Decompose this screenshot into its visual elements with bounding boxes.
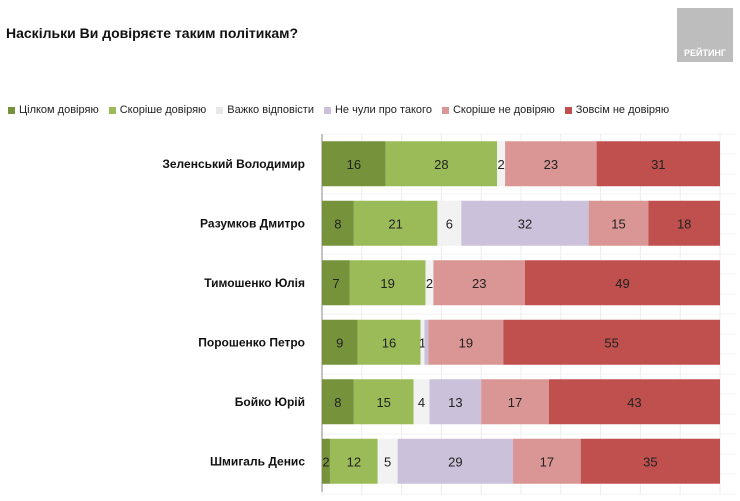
- data-label: 17: [540, 454, 554, 469]
- bar-segment: [424, 319, 429, 365]
- bar-segment: [580, 438, 720, 484]
- bar-segment: [420, 319, 425, 365]
- legend-label: Зовсім не довіряю: [575, 104, 670, 116]
- data-label: 13: [448, 395, 462, 410]
- category-label: Порошенко Петро: [198, 335, 305, 349]
- legend: Цілком довіряю Скоріше довіряю Важко відпо…: [8, 104, 669, 116]
- bar-segment: [425, 260, 434, 306]
- data-label: 29: [448, 454, 462, 469]
- bar-segment: [481, 379, 549, 425]
- data-label: 4: [418, 395, 425, 410]
- legend-item: Зовсім не довіряю: [564, 104, 670, 116]
- data-label: 21: [388, 216, 402, 231]
- bar-segment: [322, 141, 386, 187]
- data-label: 35: [643, 454, 657, 469]
- legend-item: Не чули про такого: [323, 104, 432, 116]
- data-label: 2: [426, 276, 433, 291]
- logo-text: РЕЙТИНГ: [683, 48, 727, 58]
- bar-segment: [513, 438, 581, 484]
- data-label: 5: [384, 454, 391, 469]
- bar-segment: [548, 379, 720, 425]
- category-label: Зеленський Володимир: [162, 157, 305, 171]
- legend-label: Цілком довіряю: [19, 104, 99, 116]
- bar-segment: [329, 438, 378, 484]
- legend-label: Скоріше не довіряю: [452, 104, 555, 116]
- legend-swatch: [8, 106, 15, 114]
- data-label: 6: [446, 216, 453, 231]
- legend-item: Скоріше довіряю: [108, 104, 207, 116]
- data-label: 1: [419, 335, 426, 350]
- data-label: 23: [544, 157, 558, 172]
- chart-title: Наскільки Ви довіряєте таким політикам?: [6, 25, 299, 41]
- category-label: Шмигаль Денис: [210, 454, 305, 468]
- category-label: Тимошенко Юлія: [204, 276, 305, 290]
- data-label: 16: [347, 157, 361, 172]
- category-label: Разумков Дмитро: [200, 216, 305, 230]
- data-label: 43: [627, 395, 641, 410]
- data-label: 18: [677, 216, 691, 231]
- bar-segment: [497, 141, 506, 187]
- data-label: 32: [518, 216, 532, 231]
- bar-segment: [524, 260, 720, 306]
- bar-segment: [505, 141, 597, 187]
- legend-label: Не чули про такого: [334, 104, 432, 116]
- bar-segment: [503, 319, 720, 365]
- bar-segment: [397, 438, 514, 484]
- data-label: 31: [651, 157, 665, 172]
- legend-label: Важко відповісти: [227, 104, 314, 116]
- category-label: Бойко Юрій: [235, 395, 305, 409]
- legend-swatch: [441, 106, 449, 114]
- bar-segment: [377, 438, 398, 484]
- bar-segment: [349, 260, 426, 306]
- bar-segment: [322, 438, 330, 484]
- data-label: 19: [380, 276, 394, 291]
- data-label: 55: [604, 335, 618, 350]
- data-label: 2: [322, 454, 329, 469]
- legend-swatch: [323, 106, 331, 114]
- data-label: 9: [336, 335, 343, 350]
- bar-segment: [461, 200, 589, 246]
- legend-item: Скоріше не довіряю: [441, 104, 555, 116]
- data-label: 19: [459, 335, 473, 350]
- data-label: 16: [382, 335, 396, 350]
- bar-segment: [357, 319, 421, 365]
- legend-item: Важко відповісти: [216, 104, 314, 116]
- data-label: 8: [334, 216, 341, 231]
- data-label: 15: [376, 395, 390, 410]
- data-label: 28: [434, 157, 448, 172]
- bar-segment: [428, 319, 504, 365]
- legend-swatch: [216, 106, 224, 114]
- bar-segment: [353, 379, 414, 425]
- data-label: 17: [508, 395, 522, 410]
- data-label: 49: [615, 276, 629, 291]
- data-label: 7: [332, 276, 339, 291]
- bar-segment: [429, 379, 482, 425]
- data-label: 2: [497, 157, 504, 172]
- bar-segment: [322, 379, 354, 425]
- bar-segment: [385, 141, 498, 187]
- bar-segment: [437, 200, 462, 246]
- rating-logo: РЕЙТИНГ: [677, 8, 733, 62]
- bar-segment: [588, 200, 649, 246]
- bar-segment: [322, 260, 350, 306]
- legend-label: Скоріше довіряю: [119, 104, 207, 116]
- legend-swatch: [564, 106, 572, 114]
- legend-item: Цілком довіряю: [8, 104, 99, 116]
- data-label: 8: [334, 395, 341, 410]
- bar-segment: [648, 200, 720, 246]
- bar-segment: [413, 379, 430, 425]
- bar-segment: [322, 200, 354, 246]
- legend-swatch: [108, 106, 116, 114]
- bar-segment: [353, 200, 438, 246]
- bar-segment: [433, 260, 525, 306]
- data-label: 23: [472, 276, 486, 291]
- bar-segment: [596, 141, 720, 187]
- bar-segment: [322, 319, 358, 365]
- data-label: 12: [347, 454, 361, 469]
- data-label: 15: [611, 216, 625, 231]
